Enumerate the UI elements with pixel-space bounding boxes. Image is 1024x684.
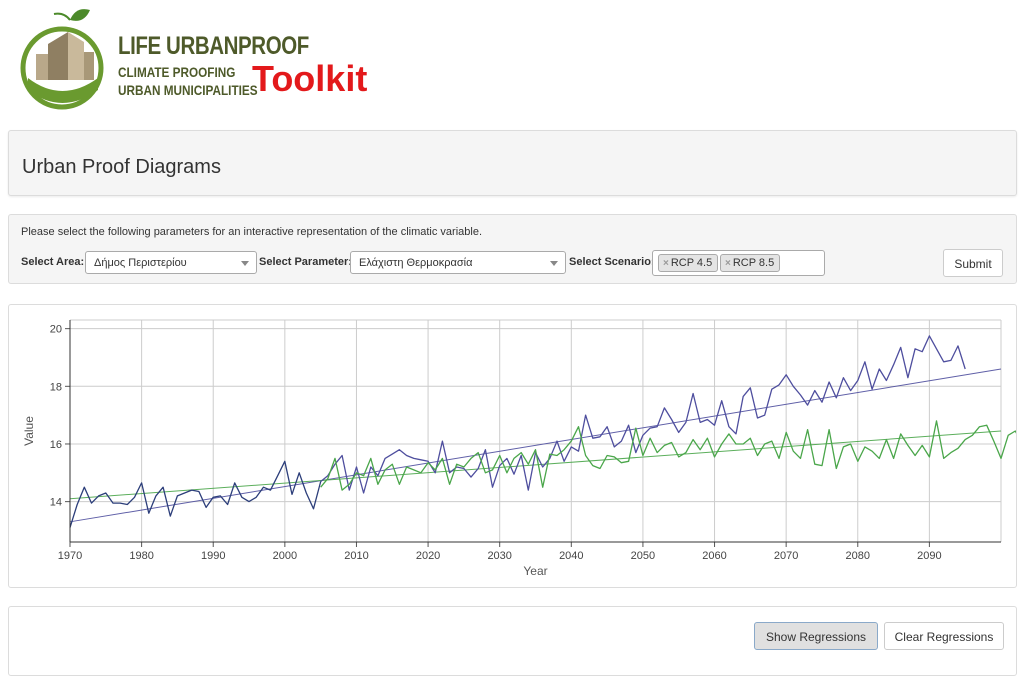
regression-panel: Show Regressions Clear Regressions [8, 606, 1017, 676]
series-line-rcp45 [320, 420, 1024, 491]
scenario-multiselect[interactable]: × RCP 4.5 × RCP 8.5 [652, 250, 825, 276]
series-line-rcp85 [320, 335, 966, 494]
x-tick-label: 2000 [273, 550, 297, 562]
area-select-value: Δήμος Περιστερίου [94, 257, 187, 269]
scenario-chip-rcp45[interactable]: × RCP 4.5 [658, 254, 719, 272]
area-select[interactable]: Δήμος Περιστερίου [85, 251, 257, 274]
parameters-panel: Please select the following parameters f… [8, 214, 1017, 284]
x-tick-label: 1990 [201, 550, 225, 562]
x-tick-label: 2040 [559, 550, 583, 562]
y-tick-label: 18 [50, 381, 62, 393]
x-tick-label: 2060 [702, 550, 726, 562]
regression-lines [69, 368, 1002, 523]
show-regressions-button[interactable]: Show Regressions [754, 622, 878, 650]
scenario-chip-rcp85[interactable]: × RCP 8.5 [720, 254, 781, 272]
chart-axes: 1970 1980 1990 2000 2010 2020 2030 2040 2050 2060… [50, 320, 1001, 562]
series-line-historical [69, 460, 322, 528]
page-title: Urban Proof Diagrams [22, 156, 221, 178]
chart-grid [69, 319, 1002, 542]
x-tick-label: 1980 [129, 550, 153, 562]
title-panel: Urban Proof Diagrams [8, 130, 1017, 196]
logo-subtitle-line1: CLIMATE PROOFING [118, 64, 236, 80]
chevron-down-icon [550, 261, 558, 266]
chevron-down-icon [241, 261, 249, 266]
area-label: Select Area: [21, 256, 85, 268]
regression-line-rcp45 [69, 430, 1002, 500]
y-tick-label: 14 [50, 497, 62, 509]
x-tick-label: 2010 [344, 550, 368, 562]
x-tick-label: 2030 [487, 550, 511, 562]
remove-icon[interactable]: × [725, 258, 731, 269]
x-tick-label: 1970 [58, 550, 82, 562]
scenario-label: Select Scenario: [569, 256, 655, 268]
regression-line-rcp85 [69, 368, 1002, 523]
x-axis-label: Year [523, 564, 547, 578]
y-axis-label: Value [22, 416, 36, 446]
submit-button[interactable]: Submit [943, 249, 1003, 277]
x-tick-label: 2080 [846, 550, 870, 562]
y-tick-label: 20 [50, 324, 62, 336]
remove-icon[interactable]: × [663, 258, 669, 269]
house-emblem-icon [20, 9, 104, 110]
x-tick-label: 2050 [631, 550, 655, 562]
parameter-label: Select Parameter: [259, 256, 352, 268]
toolkit-label: Toolkit [252, 58, 368, 99]
scenario-chip-label: RCP 4.5 [670, 257, 713, 269]
x-tick-label: 2020 [416, 550, 440, 562]
clear-regressions-button[interactable]: Clear Regressions [884, 622, 1004, 650]
scenario-chip-label: RCP 8.5 [732, 257, 775, 269]
parameter-select[interactable]: Ελάχιστη Θερμοκρασία [350, 251, 566, 274]
chart-panel: 1970 1980 1990 2000 2010 2020 2030 2040 2050 2060… [8, 304, 1024, 588]
y-tick-label: 16 [50, 439, 62, 451]
logo-title: LIFE URBANPROOF [118, 32, 309, 60]
parameter-select-value: Ελάχιστη Θερμοκρασία [359, 257, 473, 269]
x-tick-label: 2070 [774, 550, 798, 562]
logo-subtitle-line2: URBAN MUNICIPALITIES [118, 82, 258, 98]
line-chart: 1970 1980 1990 2000 2010 2020 2030 2040 2050 2060… [22, 319, 1024, 578]
series-lines [69, 335, 1024, 528]
instructions-text: Please select the following parameters f… [21, 226, 483, 238]
header: LIFE URBANPROOF CLIMATE PROOFING URBAN M… [0, 0, 1024, 120]
x-tick-label: 2090 [917, 550, 941, 562]
